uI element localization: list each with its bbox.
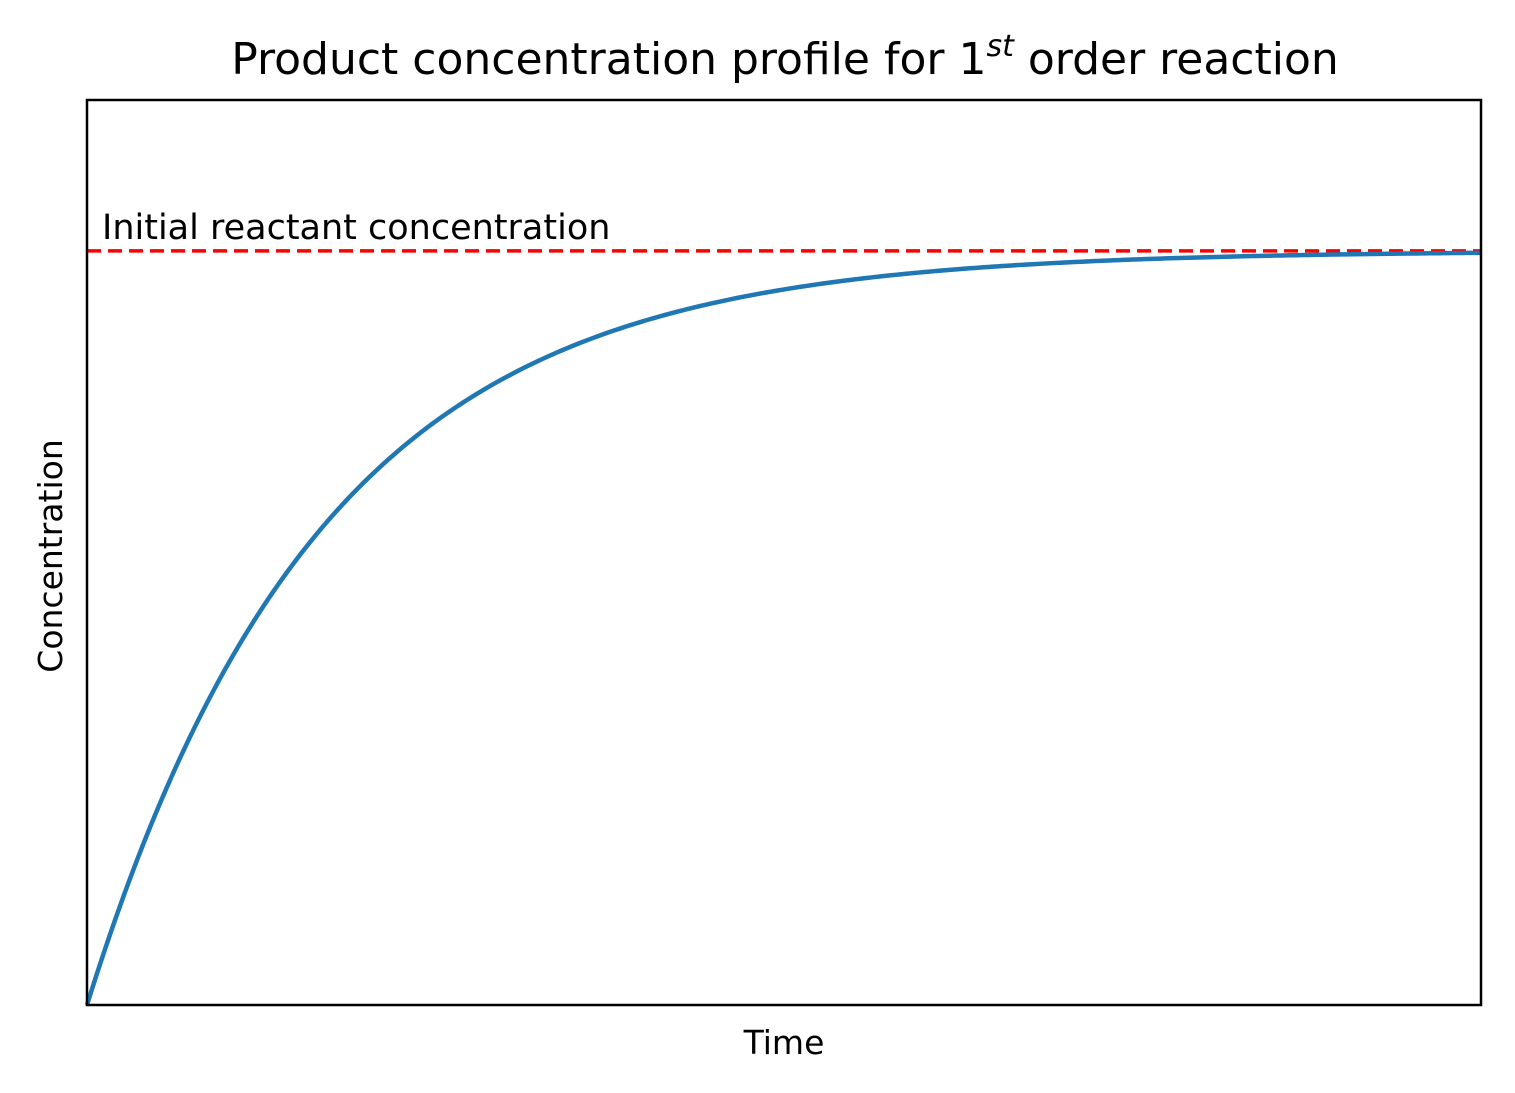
- reference-line-label: Initial reactant concentration: [102, 208, 610, 248]
- chart-title-prefix: Product concentration profile for 1: [231, 34, 986, 85]
- plot-area: Initial reactant concentration: [84, 208, 1482, 1006]
- chart-title-suffix: order reaction: [1014, 34, 1339, 85]
- x-axis-label: Time: [743, 1023, 825, 1062]
- y-axis-label: Concentration: [31, 439, 70, 672]
- series-line-0: [84, 250, 1482, 1006]
- chart-title: Product concentration profile for 1st or…: [231, 29, 1339, 85]
- chart-title-superscript: st: [986, 29, 1015, 64]
- plot-frame: [85, 98, 1483, 1007]
